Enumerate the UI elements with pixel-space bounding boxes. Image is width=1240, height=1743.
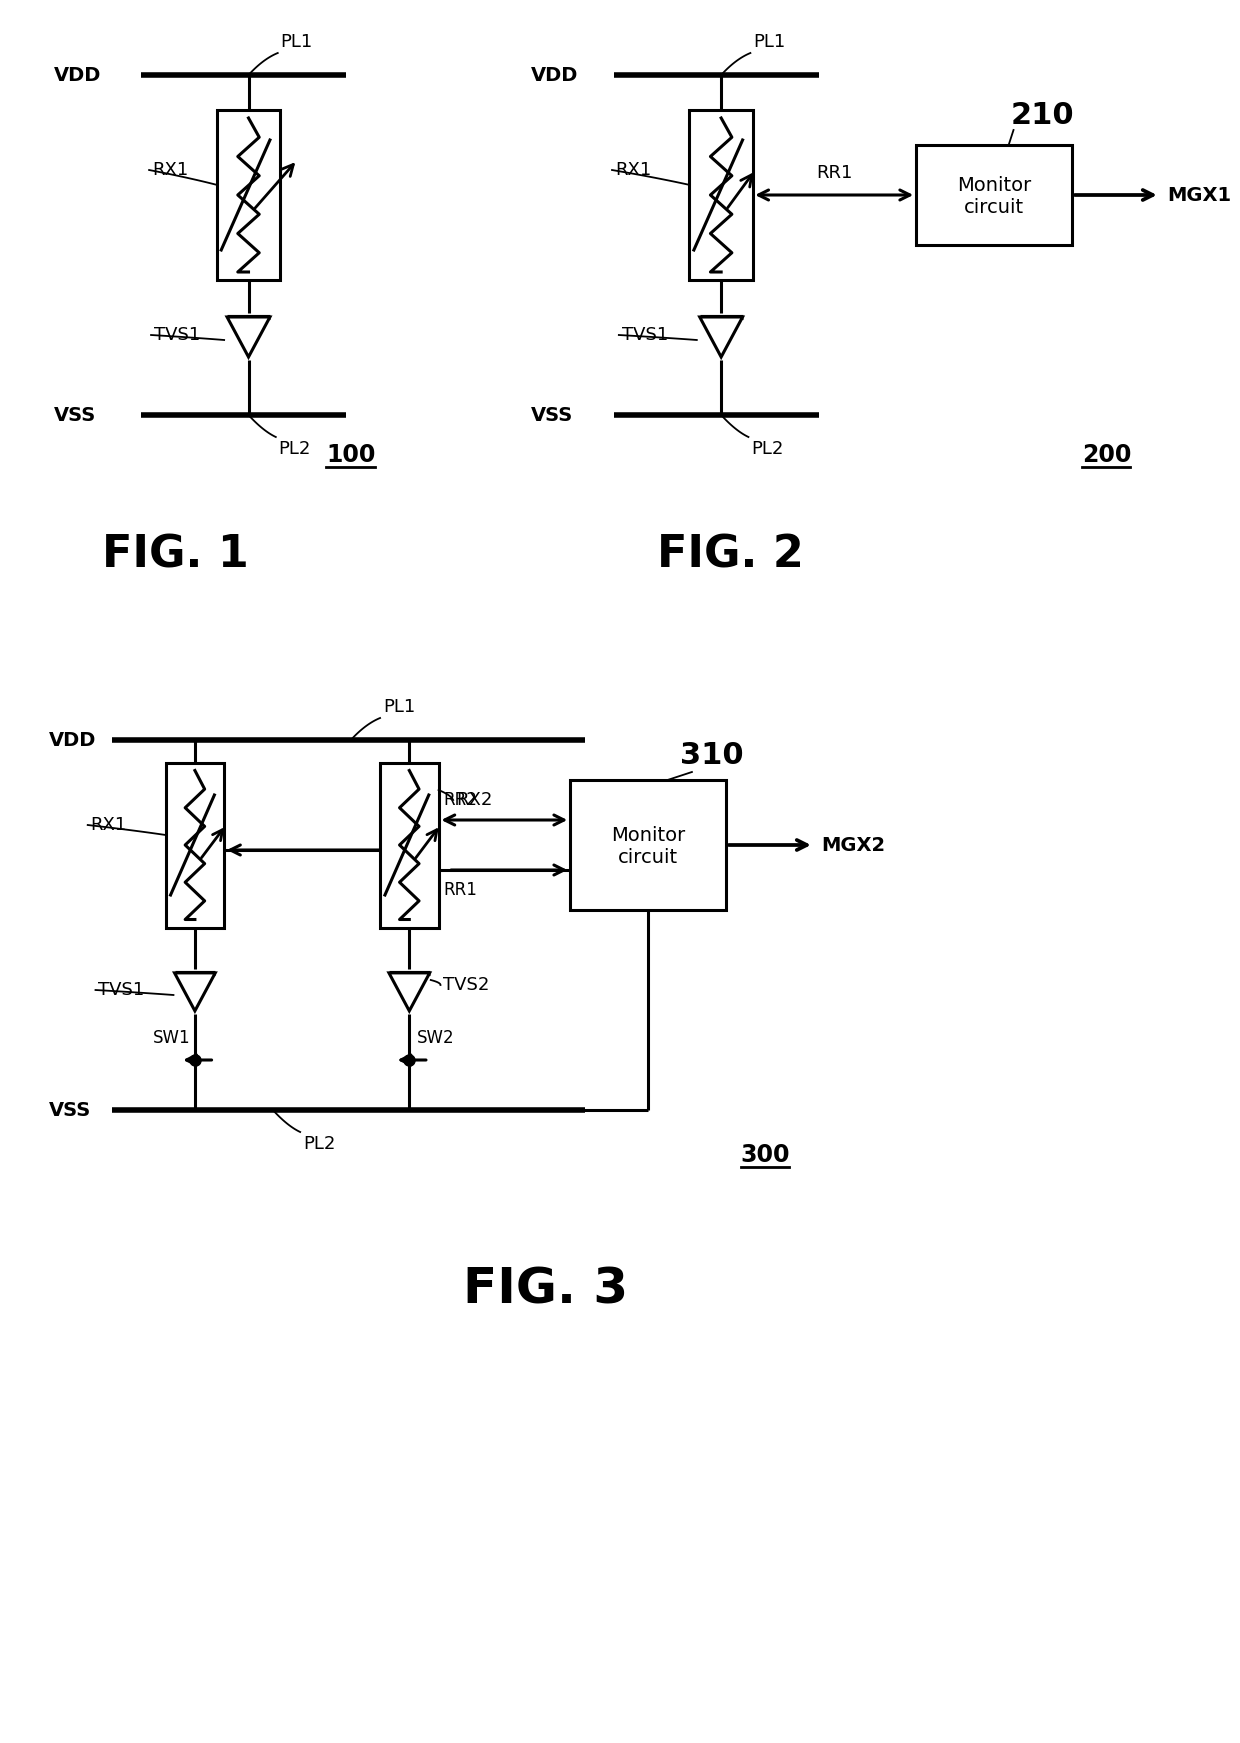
Polygon shape [699,317,743,357]
Text: RX1: RX1 [91,816,126,833]
Text: RR1: RR1 [444,880,477,899]
Text: VSS: VSS [48,1100,91,1119]
Text: TVS1: TVS1 [154,326,200,343]
Text: 100: 100 [326,443,376,467]
Text: RX1: RX1 [615,160,651,180]
Text: 310: 310 [680,741,743,769]
Text: 300: 300 [740,1143,790,1168]
Text: SW2: SW2 [417,1028,455,1048]
Text: 200: 200 [1081,443,1131,467]
Text: SW1: SW1 [153,1028,190,1048]
Text: RR2: RR2 [444,791,477,809]
Bar [381,762,439,927]
Text: circuit: circuit [618,847,678,866]
Text: TVS2: TVS2 [444,976,490,994]
Text: circuit: circuit [963,197,1024,216]
Polygon shape [227,317,270,357]
Text: RX1: RX1 [153,160,188,180]
Text: FIG. 2: FIG. 2 [657,533,805,577]
Text: 210: 210 [1011,101,1075,129]
Text: VDD: VDD [48,730,97,749]
Text: VDD: VDD [531,66,579,84]
Text: PL2: PL2 [279,439,311,458]
Text: PL1: PL1 [383,697,415,716]
Text: VSS: VSS [531,406,573,425]
Text: PL1: PL1 [754,33,786,51]
Text: PL2: PL2 [303,1135,336,1154]
Text: Monitor: Monitor [957,176,1032,195]
Text: TVS1: TVS1 [98,981,145,999]
Text: TVS1: TVS1 [621,326,668,343]
Text: PL2: PL2 [751,439,784,458]
Text: RX2: RX2 [456,791,492,809]
Text: PL1: PL1 [280,33,312,51]
Text: MGX1: MGX1 [1168,185,1231,204]
Bar [217,110,280,281]
Bar [166,762,224,927]
Text: FIG. 1: FIG. 1 [102,533,249,577]
Text: VSS: VSS [53,406,95,425]
Bar [689,110,753,281]
Text: MGX2: MGX2 [822,835,885,854]
Polygon shape [389,973,430,1011]
Text: FIG. 3: FIG. 3 [464,1265,629,1314]
Polygon shape [175,973,216,1011]
Text: RR1: RR1 [816,164,852,181]
Text: Monitor: Monitor [611,826,686,845]
Bar [916,145,1073,246]
Text: VDD: VDD [53,66,100,84]
Bar [570,781,727,910]
